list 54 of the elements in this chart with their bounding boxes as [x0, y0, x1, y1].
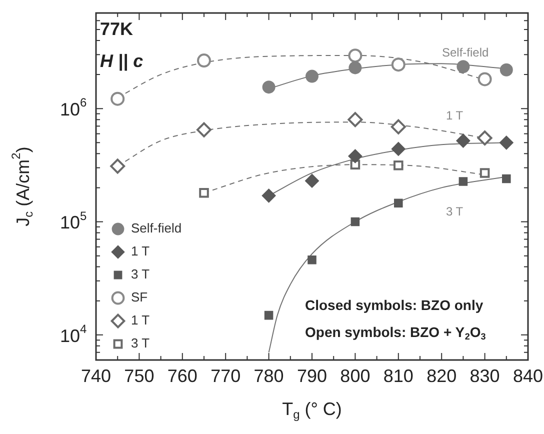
y-axis-title: Jc (A/cm2)	[9, 146, 36, 226]
point	[500, 63, 513, 76]
x-tick-label: 780	[254, 366, 284, 386]
point	[477, 130, 492, 146]
point	[394, 160, 404, 170]
point	[264, 310, 274, 320]
x-tick-label: 760	[167, 366, 198, 386]
point	[456, 60, 470, 74]
legend-label: Self-field	[131, 220, 182, 236]
x-tick-label: 790	[296, 366, 328, 386]
point	[348, 149, 362, 164]
point	[502, 174, 511, 184]
point	[196, 122, 212, 138]
point	[458, 177, 468, 186]
point	[456, 134, 470, 148]
legend-label: 1 T	[131, 244, 150, 259]
annotation: 1 T	[446, 108, 464, 122]
annotation: H || c	[100, 50, 144, 71]
legend-label: 1 T	[131, 312, 150, 328]
point	[199, 188, 209, 198]
x-tick-label: 750	[124, 366, 154, 386]
point	[197, 54, 211, 68]
x-tick-label: 840	[512, 366, 544, 386]
point	[110, 158, 126, 174]
point	[499, 136, 514, 150]
point	[348, 112, 363, 128]
x-tick-label: 810	[383, 366, 414, 386]
point	[391, 142, 406, 156]
legend-label: 3 T	[131, 266, 150, 282]
point	[478, 72, 492, 86]
x-tick-label: 770	[210, 366, 241, 386]
point	[350, 217, 360, 226]
x-tick-label: 830	[470, 366, 500, 386]
x-tick-label: 800	[340, 366, 370, 386]
annotation: Closed symbols: BZO only	[305, 296, 484, 313]
legend-label: SF	[131, 290, 148, 305]
point	[262, 188, 276, 203]
point	[390, 119, 406, 134]
point	[305, 174, 319, 188]
point	[480, 168, 490, 178]
legend-label: 3 T	[131, 336, 150, 351]
annotation: 77K	[100, 18, 134, 39]
point	[348, 61, 362, 74]
point	[348, 48, 362, 63]
x-tick-label: 740	[80, 366, 112, 386]
x-tick-label: 820	[426, 366, 457, 386]
point	[262, 80, 276, 94]
annotation: Self-field	[442, 45, 489, 60]
point	[110, 92, 125, 106]
point	[391, 58, 406, 72]
point	[394, 198, 403, 208]
annotation: 3 T	[446, 204, 464, 218]
point	[308, 256, 316, 264]
point	[306, 70, 318, 83]
